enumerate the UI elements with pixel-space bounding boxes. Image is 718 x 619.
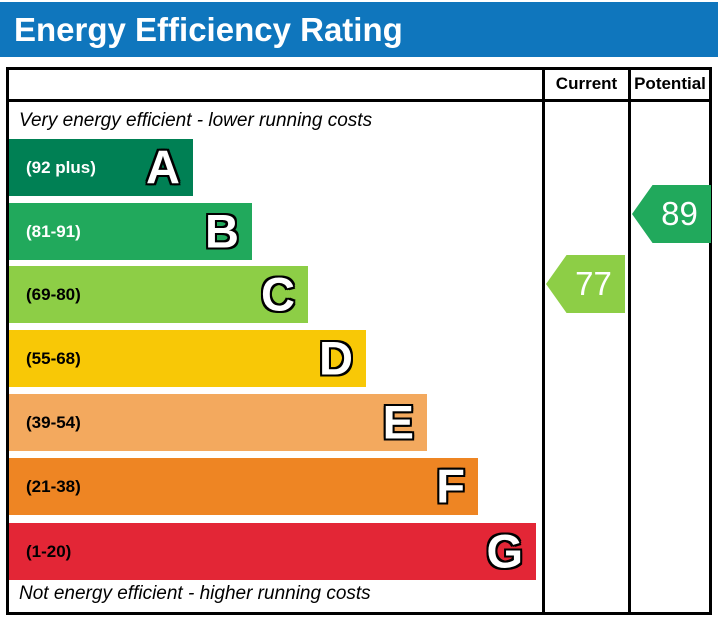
epc-band-b: (81-91) B <box>9 203 252 260</box>
column-header-potential: Potential <box>634 74 706 93</box>
band-letter: D <box>319 330 353 384</box>
epc-band-a: (92 plus) A <box>9 139 193 196</box>
column-divider-potential <box>628 70 631 612</box>
header-divider <box>9 99 709 102</box>
epc-band-e: (39-54) E <box>9 394 427 451</box>
potential-rating-value: 89 <box>661 195 698 232</box>
epc-band-f: (21-38) F <box>9 458 478 515</box>
band-range-label: (92 plus) <box>26 157 96 177</box>
epc-band-c: (69-80) C <box>9 266 308 323</box>
top-caption: Very energy efficient - lower running co… <box>19 110 373 131</box>
band-range-label: (81-91) <box>26 221 81 241</box>
band-range-label: (69-80) <box>26 284 81 304</box>
column-header-current: Current <box>555 74 618 93</box>
band-letter: E <box>382 394 414 448</box>
band-letter: G <box>486 523 523 577</box>
current-rating-arrow: 77 <box>546 255 625 313</box>
rating-table: Current Potential Very energy efficient … <box>6 67 712 615</box>
band-letter: F <box>436 458 465 512</box>
band-letter: B <box>205 203 239 257</box>
epc-band-g: (1-20) G <box>9 523 536 580</box>
band-range-label: (39-54) <box>26 412 81 432</box>
column-divider-current <box>542 70 545 612</box>
page-title: Energy Efficiency Rating <box>0 2 718 57</box>
potential-rating-arrow: 89 <box>632 185 711 243</box>
band-letter: C <box>261 266 295 320</box>
current-rating-value: 77 <box>575 265 612 302</box>
band-range-label: (1-20) <box>26 541 72 561</box>
bottom-caption: Not energy efficient - higher running co… <box>19 583 371 604</box>
band-range-label: (21-38) <box>26 476 81 496</box>
band-range-label: (55-68) <box>26 348 81 368</box>
band-letter: A <box>146 139 180 193</box>
epc-band-d: (55-68) D <box>9 330 366 387</box>
